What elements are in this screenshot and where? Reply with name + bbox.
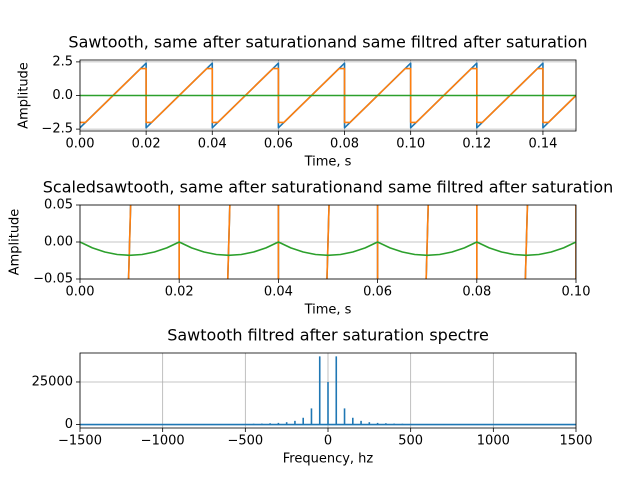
y-tick-label: 2.5 [52,54,73,69]
axes-frame [79,59,577,132]
subplot: −1500 −1000 −500 0 500 1000 1500 0 25000 Sawtooth… [32,326,593,467]
x-tick-label: 0.06 [363,285,392,300]
x-tick-label: 0.14 [528,137,557,152]
x-tick-label: −1500 [58,434,102,449]
x-tick-label: 0.04 [198,137,227,152]
subplot-title: Scaledsawtooth, same after saturationand… [43,178,614,197]
y-tick-label: 0.05 [44,198,73,213]
x-tick-label: 1500 [559,434,592,449]
x-tick-label: −1000 [141,434,185,449]
series-line [80,67,576,124]
plot-area [80,205,576,279]
plot-area [80,356,576,426]
y-axis-label: Amplitude [17,62,32,129]
x-tick-label: 0.08 [462,285,491,300]
x-axis-label: Time, s [304,155,352,170]
x-tick-label: 0.02 [132,137,161,152]
y-tick-label: 0.00 [44,235,73,250]
x-tick-label: 0.12 [462,137,491,152]
x-tick-label: −500 [227,434,263,449]
y-tick-label: 0 [65,417,73,432]
x-tick-label: 0.06 [264,137,293,152]
plot-area [80,62,576,129]
subplot-title: Sawtooth filtred after saturation spectr… [167,326,489,345]
x-tick-label: 0.10 [562,285,591,300]
x-axis-label: Frequency, hz [283,452,374,467]
y-tick-label: 0.0 [52,88,73,103]
x-tick-label: 500 [398,434,423,449]
series-line [80,241,576,257]
x-tick-label: 0 [324,434,332,449]
x-tick-label: 0.08 [330,137,359,152]
y-tick-label: −0.05 [33,272,73,287]
axes-frame [79,204,577,280]
axes-frame [79,352,577,429]
subplot: 0.00 0.02 0.04 0.06 0.08 0.10−0.050.000.05Sca… [8,178,614,318]
x-tick-label: 0.02 [165,285,194,300]
x-tick-label: 0.00 [66,285,95,300]
subplot: 0.00 0.02 0.04 0.06 0.08 0.10 0.12 0.14 −2.5 0.0 2… [17,33,588,170]
x-axis-label: Time, s [304,303,352,318]
x-tick-label: 0.10 [396,137,425,152]
subplot-title: Sawtooth, same after saturationand same … [68,33,587,52]
x-tick-label: 0.00 [66,137,95,152]
y-tick-label: 25000 [32,374,73,389]
y-tick-label: −2.5 [41,122,73,137]
x-tick-label: 1000 [477,434,510,449]
y-axis-label: Amplitude [8,209,23,276]
x-tick-label: 0.04 [264,285,293,300]
